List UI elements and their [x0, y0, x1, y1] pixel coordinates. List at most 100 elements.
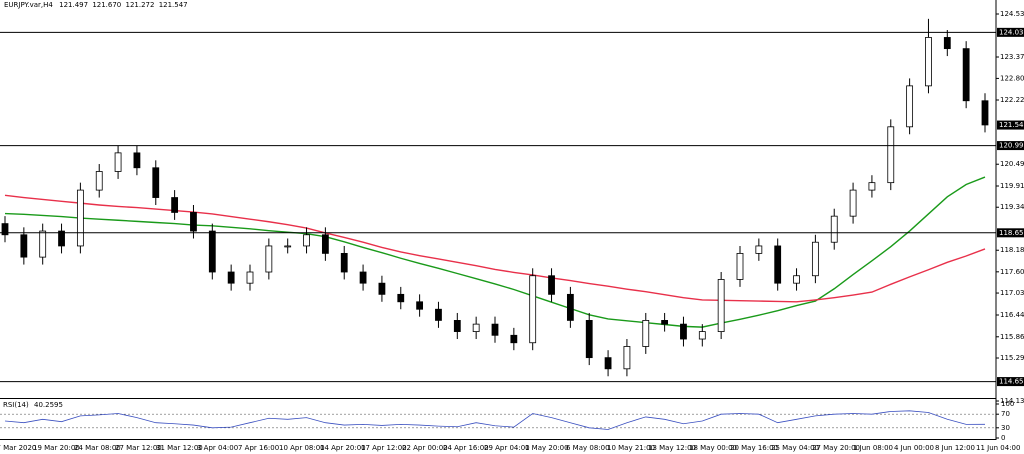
moving-average [4, 176, 986, 328]
x-tick-label: 17 Apr 12:00 [361, 444, 407, 452]
candle-body [849, 189, 857, 217]
candle-body [811, 241, 819, 277]
candle-body [661, 320, 669, 325]
candle-body [39, 230, 47, 258]
level-label: 114.657 [999, 378, 1024, 386]
y-tick-label: 118.185 [1000, 246, 1024, 254]
candle-body [943, 37, 951, 50]
candle-body [133, 152, 141, 169]
x-tick-label: 27 May 20:00 [812, 444, 860, 452]
candle-body [925, 37, 932, 87]
x-tick-label: 18 May 00:00 [689, 444, 737, 452]
candle-body [793, 275, 800, 284]
candle-body [981, 100, 989, 126]
candle-body [604, 357, 612, 370]
x-tick-label: 8 Jun 12:00 [935, 444, 975, 452]
candle-body [548, 275, 555, 295]
y-tick-label: 115.860 [1000, 333, 1024, 341]
y-tick-label: 100 [1001, 400, 1014, 408]
header-open: 121.497 [59, 1, 88, 9]
y-tick-label: 124.530 [1000, 10, 1024, 18]
candle-body [962, 48, 970, 102]
candle-body [868, 182, 876, 191]
level-box [997, 377, 1024, 387]
level-box [997, 27, 1024, 37]
candle-body [435, 308, 442, 321]
level-label: 124.037 [999, 28, 1024, 36]
y-tick-label: 122.800 [1000, 74, 1024, 82]
candle-body [58, 230, 65, 247]
candle-body [303, 234, 310, 247]
candle-body [114, 152, 122, 172]
level-label: 120.996 [999, 142, 1024, 150]
rsi-title: RSI(14) [3, 401, 29, 409]
candle-body [566, 293, 574, 321]
rsi-last-value: 40.2595 [34, 401, 63, 409]
x-tick-label: 31 Mar 12:00 [156, 444, 203, 452]
candle-body [680, 323, 687, 340]
x-tick-label: 17 Mar 2020 [0, 444, 36, 452]
last-price-box [997, 120, 1024, 130]
x-tick-label: 3 Apr 04:00 [197, 444, 238, 452]
candle-body [20, 234, 28, 258]
x-tick-label: 10 May 21:00 [607, 444, 655, 452]
y-tick-label: 123.375 [1000, 53, 1024, 61]
x-tick-label: 14 Apr 20:00 [320, 444, 366, 452]
x-tick-label: 11 Jun 04:00 [976, 444, 1020, 452]
y-tick-label: 122.220 [1000, 96, 1024, 104]
candle-body [830, 215, 838, 243]
header-close: 121.547 [159, 1, 188, 9]
candle-body [321, 234, 329, 254]
candle-body [265, 245, 273, 273]
candle-body [736, 252, 744, 280]
candle-body [76, 189, 84, 247]
candle-body [246, 271, 254, 284]
candle-body [1, 223, 9, 236]
candle-body [642, 320, 650, 347]
candle-body [755, 245, 763, 254]
y-tick-label: 115.290 [1000, 354, 1024, 362]
candle-body [152, 167, 160, 198]
moving-average [4, 194, 986, 303]
candle-body [208, 230, 216, 273]
x-tick-label: 29 Apr 04:00 [484, 444, 530, 452]
rsi-header: RSI(14) 40.2595 [3, 401, 63, 409]
candle-body [397, 293, 405, 303]
candle-body [227, 271, 235, 284]
y-tick-label: 119.340 [1000, 203, 1024, 211]
candle-body [906, 85, 914, 128]
x-tick-label: 24 Apr 16:00 [443, 444, 489, 452]
x-tick-label: 19 Mar 20:00 [33, 444, 80, 452]
level-box [997, 228, 1024, 238]
y-tick-label: 117.605 [1000, 268, 1024, 276]
candle-body [698, 331, 706, 340]
x-tick-label: 22 Apr 00:00 [402, 444, 448, 452]
rsi-line [4, 410, 986, 430]
y-tick-label: 70 [1001, 410, 1010, 418]
x-tick-label: 24 Mar 08:00 [74, 444, 121, 452]
candle-body [774, 245, 782, 284]
x-tick-label: 1 Jun 08:00 [853, 444, 893, 452]
candle-body [95, 171, 103, 191]
candle-body [887, 126, 895, 184]
x-tick-label: 27 Mar 12:00 [115, 444, 162, 452]
candle-body [510, 334, 518, 344]
x-tick-label: 10 Apr 08:00 [279, 444, 325, 452]
x-tick-label: 6 May 08:00 [566, 444, 610, 452]
x-tick-label: 13 May 12:00 [648, 444, 696, 452]
x-tick-label: 1 May 20:00 [525, 444, 569, 452]
chart-header: EURJPY.var,H4 121.497 121.670 121.272 12… [4, 1, 188, 9]
x-tick-label: 4 Jun 00:00 [894, 444, 934, 452]
candle-body [171, 197, 179, 213]
y-tick-label: 30 [1001, 424, 1010, 432]
candle-body [378, 282, 386, 295]
candle-body [529, 275, 537, 344]
candle-body [472, 323, 480, 332]
candle-body [359, 271, 367, 284]
candle-body [190, 212, 197, 232]
header-low: 121.272 [126, 1, 155, 9]
x-tick-label: 25 May 04:00 [771, 444, 819, 452]
y-tick-label: 117.035 [1000, 289, 1024, 297]
